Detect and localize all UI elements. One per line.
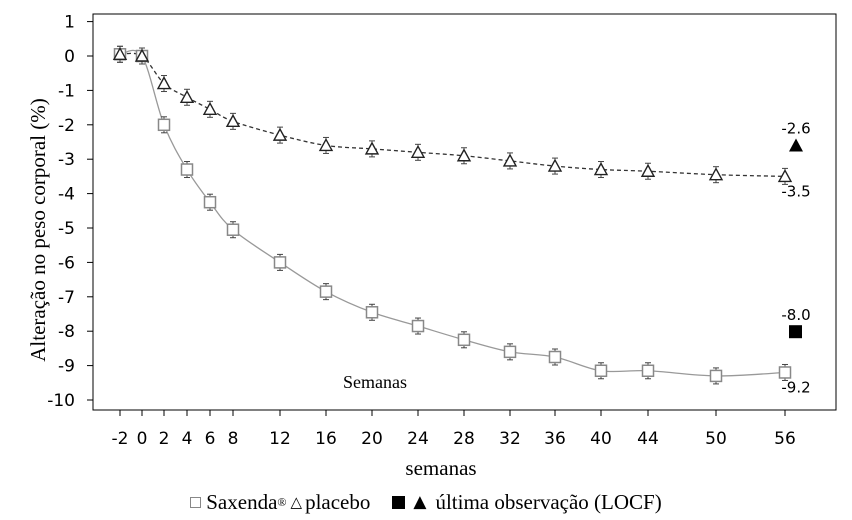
placebo-point [134,48,150,62]
end-value-label: -9.2 [781,378,810,396]
placebo-point [456,148,472,162]
x-tick-label: 28 [453,429,475,449]
placebo-point [225,113,241,128]
placebo-point [593,162,609,176]
x-tick-label: 20 [361,429,383,449]
y-tick-label: -8 [58,322,75,342]
placebo-point [640,163,656,177]
saxenda-point [203,195,217,209]
saxenda-point [319,285,333,298]
x-tick-label: 50 [705,429,727,449]
saxenda-point [457,333,471,347]
x-tick-label: 32 [499,429,521,449]
locf-saxenda-marker [789,325,802,339]
y-tick-label: 1 [64,13,75,33]
x-tick-label: 44 [637,429,659,449]
open-triangle-icon: △ [290,493,303,511]
x-tick-label: 2 [159,429,170,449]
placebo-point [318,137,334,152]
saxenda-point [411,319,425,333]
saxenda-point [641,364,655,378]
y-tick-label: 0 [64,47,75,67]
saxenda-point [709,369,723,383]
placebo-point [777,168,793,183]
x-tick-label: 12 [269,429,291,449]
saxenda-point [365,306,379,319]
chart: 10-1-2-3-4-5-6-7-8-9-10 -2 0 2 4 6 8 12 16 20 24 2… [26,13,837,480]
placebo-point [410,144,426,159]
legend: Saxenda ® △ placebo ▲ última observação (… [0,487,852,517]
filled-square-icon [392,495,406,509]
placebo-point [502,153,518,167]
saxenda-point [594,364,608,378]
placebo-point [547,158,563,172]
legend-item-locf: ▲ última observação (LOCF) [392,489,662,515]
locf-placebo-label: -2.6 [781,119,810,137]
series-lines [119,49,786,377]
x-tick-label: 36 [544,429,566,449]
y-tick-label: -2 [58,116,75,136]
placebo-point [112,46,128,60]
saxenda-point [548,350,562,364]
placebo-point [156,76,172,90]
x-axis-label: semanas [405,456,476,480]
y-tick-label: -5 [58,219,75,239]
locf-placebo-marker [789,138,803,152]
placebo-point [364,141,380,155]
placebo-point [708,167,724,181]
legend-item-saxenda: Saxenda ® [190,490,290,515]
y-tick-label: -4 [58,185,75,205]
x-axis: -2 0 2 4 6 8 12 16 20 24 28 32 36 40 44 50 56 [112,410,796,449]
y-axis-label: Alteração no peso corporal (%) [26,98,50,362]
legend-item-placebo: △ placebo [291,490,371,515]
x-tick-label: -2 [112,429,129,449]
y-tick-label: -9 [58,357,75,377]
y-tick-label: -7 [58,288,75,308]
x-tick-label: 6 [205,429,216,449]
x-tick-label: 24 [407,429,429,449]
saxenda-point [157,118,171,132]
y-tick-label: -1 [58,81,75,101]
placebo-line [119,52,786,178]
saxenda-point [180,163,194,176]
placebo-point [202,101,218,116]
saxenda-point [273,256,287,269]
x-tick-label: 40 [590,429,612,449]
legend-saxenda-sup: ® [277,494,287,509]
y-tick-label: -10 [47,391,75,411]
end-value-label: -3.5 [781,182,810,200]
legend-saxenda-label: Saxenda [206,489,278,514]
y-tick-label: -3 [58,150,75,170]
saxenda-point [503,345,517,359]
x-tick-label: 16 [315,429,337,449]
saxenda-point [226,223,240,236]
legend-placebo-label: placebo [305,489,371,514]
open-square-icon [190,496,202,508]
x-tick-label: 8 [228,429,239,449]
locf-saxenda-label: -8.0 [781,306,810,324]
placebo-point [272,127,288,141]
filled-triangle-icon: ▲ [413,492,427,512]
placebo-point [179,89,195,103]
series-markers [112,45,793,385]
x-tick-label: 4 [182,429,193,449]
y-axis: 1 0 -1 -2 -3 -4 -5 -6 -7 -8 -9 -10 [47,13,93,411]
y-tick-label: -6 [58,253,75,273]
saxenda-line [119,49,786,377]
x-tick-label: 56 [774,429,796,449]
x-tick-label: 0 [137,429,148,449]
inner-label: Semanas [343,372,407,392]
legend-locf-label: última observação (LOCF) [435,489,662,514]
annotations: -2.6 -8.0 -3.5 -9.2 [781,119,810,396]
saxenda-point [778,366,792,379]
plot-area [92,13,837,411]
